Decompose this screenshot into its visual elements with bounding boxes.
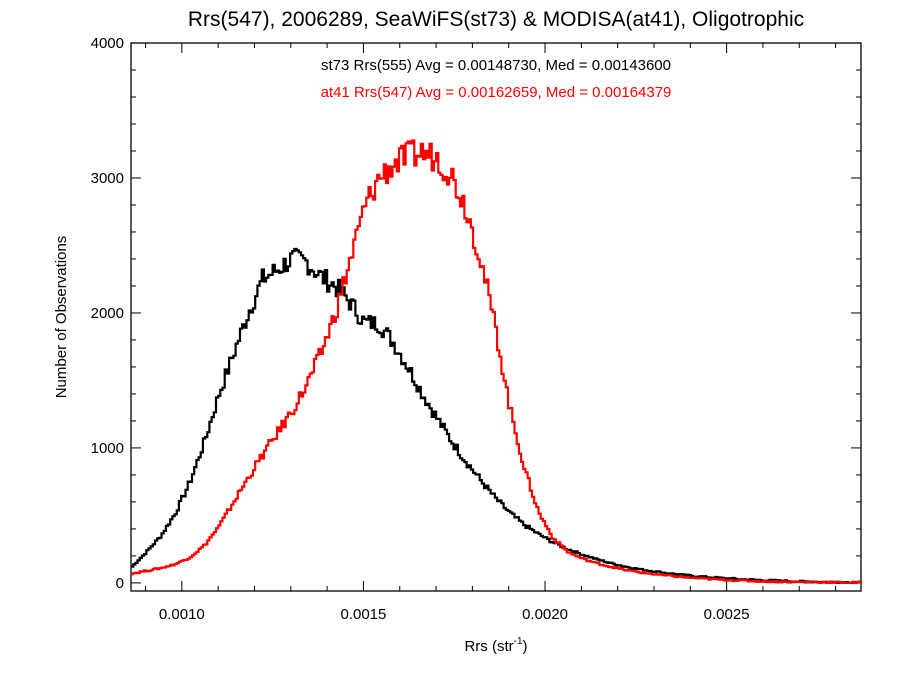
series-line-2 — [131, 139, 863, 584]
x-tick-label: 0.0020 — [522, 606, 568, 623]
series-layer — [131, 139, 863, 584]
x-tick-label: 0.0010 — [159, 606, 205, 623]
plot-frame — [130, 42, 862, 592]
x-axis-ticks: 0.0010 0.0015 0.0020 0.0025 — [145, 43, 837, 623]
y-tick-label: 3000 — [91, 170, 124, 187]
x-axis-label-sup: -1 — [514, 636, 523, 647]
x-axis-label-base: Rrs (str — [464, 638, 513, 655]
annotation-1: st73 Rrs(555) Avg = 0.00148730, Med = 0.… — [321, 57, 671, 74]
y-tick-label: 1000 — [91, 440, 124, 457]
y-axis-label: Number of Observations — [53, 236, 70, 399]
series-line-1 — [131, 247, 863, 584]
x-axis-label: Rrs (str-1) — [464, 636, 527, 655]
x-tick-label: 0.0025 — [704, 606, 750, 623]
y-tick-label: 2000 — [91, 305, 124, 322]
y-tick-label: 4000 — [91, 35, 124, 52]
annotation-layer: st73 Rrs(555) Avg = 0.00148730, Med = 0.… — [321, 57, 672, 101]
y-axis-ticks: 0 1000 2000 3000 4000 — [91, 35, 861, 592]
x-tick-label: 0.0015 — [340, 606, 386, 623]
y-tick-label: 0 — [116, 575, 124, 592]
x-axis-label-close: ) — [523, 638, 528, 655]
chart-title: Rrs(547), 2006289, SeaWiFS(st73) & MODIS… — [188, 8, 804, 31]
annotation-2: at41 Rrs(547) Avg = 0.00162659, Med = 0.… — [321, 84, 672, 101]
